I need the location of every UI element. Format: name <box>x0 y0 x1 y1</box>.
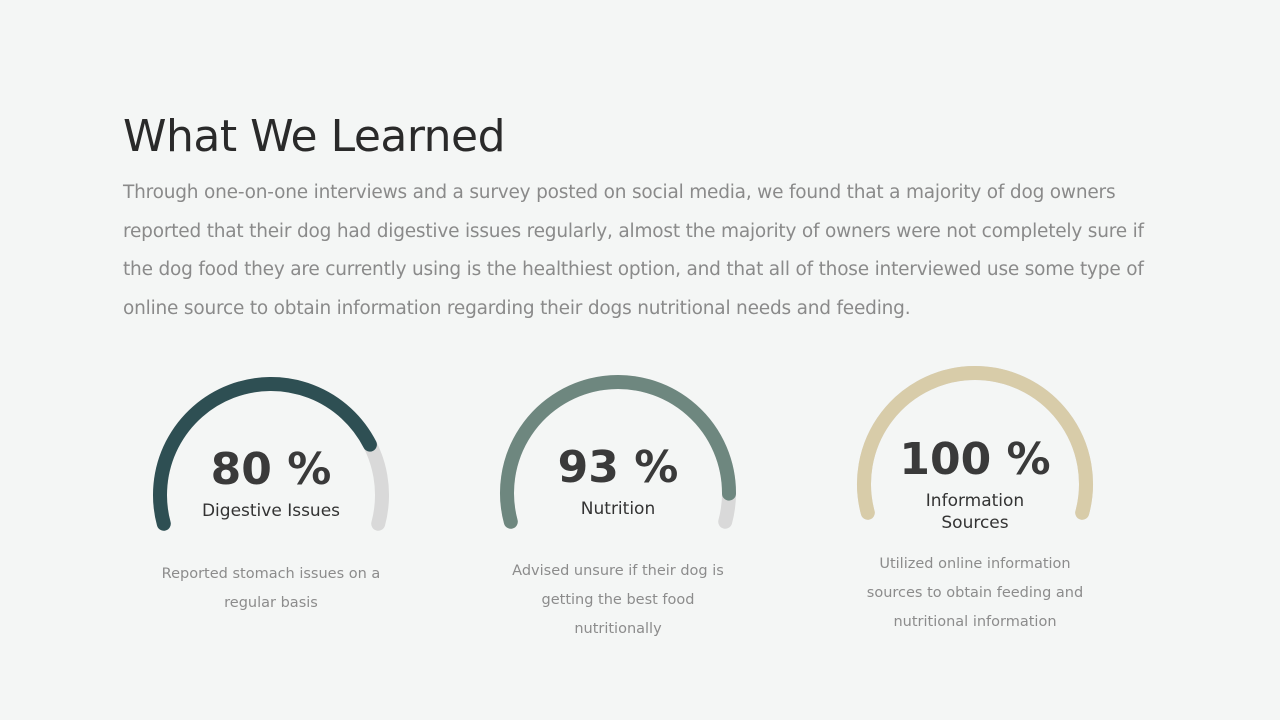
gauge-fill <box>153 377 377 531</box>
gauge-value: 80 % <box>210 444 332 495</box>
gauge-arc-information-sources <box>857 366 1093 520</box>
gauge-value: 93 % <box>557 442 679 493</box>
gauge-description: Advised unsure if their dog is getting t… <box>512 563 724 637</box>
gauge-digestive-issues: 80 % Digestive Issues Reported stomach i… <box>131 355 411 655</box>
gauge-arc-nutrition <box>500 375 737 529</box>
gauge-label: Information Sources <box>925 491 1025 533</box>
gauge-nutrition: 93 % Nutrition Advised unsure if their d… <box>478 355 758 655</box>
gauge-description: Reported stomach issues on a regular bas… <box>161 566 381 611</box>
gauge-label: Digestive Issues <box>201 501 341 521</box>
gauge-label: Nutrition <box>580 499 656 519</box>
gauge-information-sources: 100 % Information Sources Utilized onlin… <box>835 355 1115 655</box>
gauge-arc-digestive-issues <box>153 377 389 531</box>
gauge-fill <box>857 366 1093 520</box>
gauge-description: Utilized online information sources to o… <box>866 556 1084 630</box>
page-title: What We Learned <box>123 111 506 162</box>
gauge-fill <box>500 375 737 529</box>
intro-paragraph: Through one-on-one interviews and a surv… <box>123 182 1144 319</box>
gauge-value: 100 % <box>899 434 1051 485</box>
